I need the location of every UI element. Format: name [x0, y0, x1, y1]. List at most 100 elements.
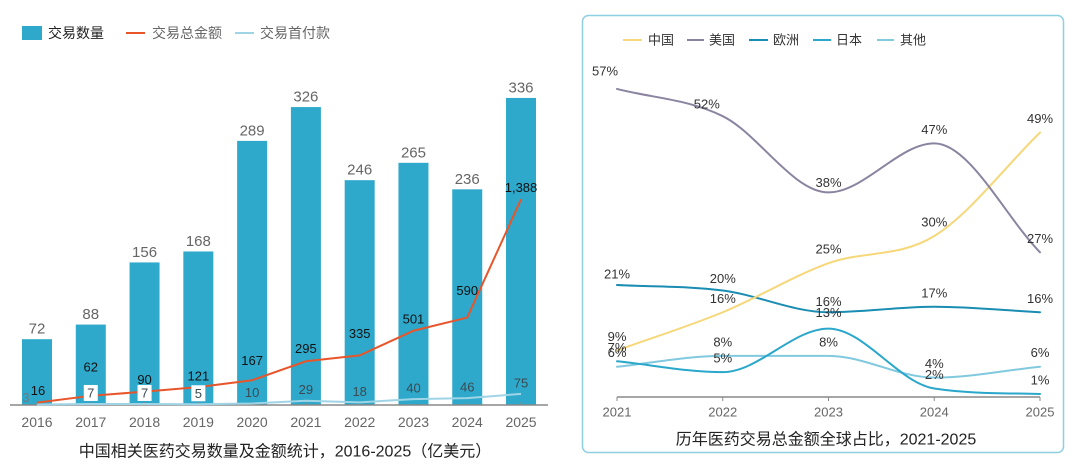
total-amount-label-2016: 16 — [31, 383, 45, 398]
x-tick-label-2022: 2022 — [708, 405, 737, 420]
upfront-payment-label-2023: 40 — [406, 381, 420, 396]
x-tick-label-2022: 2022 — [344, 414, 375, 430]
right-chart-frame — [581, 14, 1065, 454]
bar-value-label-2022: 246 — [347, 162, 372, 179]
x-tick-label-2021: 2021 — [290, 414, 321, 430]
usa-label-2022: 52% — [694, 97, 720, 112]
upfront-payment-label-box — [83, 384, 98, 401]
upfront-payment-line — [36, 392, 522, 406]
total-amount-line — [36, 198, 522, 404]
usa-label-2025: 27% — [1027, 231, 1053, 246]
other-label-2024: 4% — [925, 356, 944, 371]
upfront-payment-label-2024: 46 — [460, 380, 474, 395]
x-tick-label-2019: 2019 — [183, 414, 214, 430]
total-amount-label-2023: 501 — [403, 311, 425, 326]
left-chart: 交易数量 交易总金额 交易首付款 2016 2017 2018 2019 2020 202… — [10, 25, 548, 461]
left-plot-area: 2016 2017 2018 2019 2020 2021 2022 2023 2024 2025… — [10, 79, 548, 430]
left-chart-title: 中国相关医药交易数量及金额统计，2016-2025（亿美元） — [79, 443, 492, 461]
x-tick-label-2023: 2023 — [814, 405, 843, 420]
bar-2020 — [237, 140, 268, 405]
legend-label-china: 中国 — [648, 33, 674, 48]
upfront-payment-label-2021: 29 — [299, 382, 313, 397]
bar-value-label-2018: 156 — [132, 244, 157, 261]
x-tick-label-2024: 2024 — [452, 414, 483, 430]
bar-2025 — [506, 97, 537, 405]
japan-label-2024: 2% — [925, 367, 944, 382]
bar-2023 — [398, 162, 429, 405]
japan-line — [616, 327, 1041, 395]
bar-value-label-2023: 265 — [401, 144, 426, 161]
upfront-payment-label-2017: 7 — [87, 385, 94, 400]
legend-swatch-trade-count — [22, 26, 42, 40]
total-amount-label-2024: 590 — [456, 283, 478, 298]
europe-line — [616, 284, 1041, 314]
japan-label-2022: 5% — [713, 351, 732, 366]
upfront-payment-label-2020: 10 — [245, 385, 259, 400]
bar-value-label-2024: 236 — [455, 171, 480, 188]
x-tick-label-2024: 2024 — [920, 405, 949, 420]
other-line — [616, 354, 1041, 379]
legend-label-europe: 欧洲 — [773, 33, 799, 48]
x-tick-label-2020: 2020 — [237, 414, 268, 430]
right-plot-area: 2021 2022 2023 2024 2025 9% 16% 25% 30% 49% 57% 52%… — [592, 63, 1054, 419]
upfront-payment-label-box — [137, 384, 152, 401]
china-label-2022: 16% — [710, 291, 736, 306]
china-label-2023: 25% — [815, 242, 841, 257]
legend-label-japan: 日本 — [836, 33, 862, 48]
bar-2018 — [129, 262, 160, 405]
legend-label-total-amount: 交易总金额 — [152, 25, 222, 41]
bar-value-label-2019: 168 — [186, 233, 211, 250]
total-amount-label-2017: 62 — [84, 359, 98, 374]
usa-label-2024: 47% — [921, 122, 947, 137]
total-amount-label-2021: 295 — [295, 341, 317, 356]
bar-value-label-2016: 72 — [29, 321, 46, 338]
japan-label-2023: 13% — [815, 305, 841, 320]
upfront-payment-label-2025: 75 — [514, 375, 528, 390]
china-label-2025: 49% — [1027, 111, 1053, 126]
total-amount-label-2025: 1,388 — [505, 180, 538, 195]
bar-2016 — [22, 339, 52, 405]
bar-2021 — [290, 107, 321, 406]
x-tick-label-2017: 2017 — [75, 414, 106, 430]
x-tick-label-2018: 2018 — [129, 414, 160, 430]
total-amount-label-2020: 167 — [241, 353, 263, 368]
legend-label-trade-count: 交易数量 — [48, 25, 104, 41]
europe-label-2025: 16% — [1027, 291, 1053, 306]
legend-label-other: 其他 — [900, 33, 926, 48]
europe-label-2022: 20% — [710, 271, 736, 286]
total-amount-label-2019: 121 — [187, 369, 209, 384]
left-legend: 交易数量 交易总金额 交易首付款 — [22, 25, 330, 41]
upfront-payment-label-2016: 3 — [22, 390, 29, 405]
usa-line — [616, 87, 1041, 254]
japan-label-2021: 7% — [608, 340, 627, 355]
bar-value-label-2017: 88 — [82, 306, 99, 323]
china-line — [616, 131, 1041, 352]
bar-value-label-2020: 289 — [240, 122, 265, 139]
x-tick-label-2025: 2025 — [1026, 405, 1055, 420]
usa-label-2023: 38% — [815, 175, 841, 190]
upfront-payment-label-box — [191, 385, 206, 402]
legend-label-usa: 美国 — [709, 33, 735, 48]
x-tick-label-2023: 2023 — [398, 414, 429, 430]
europe-label-2024: 17% — [921, 285, 947, 300]
other-label-2023: 8% — [819, 334, 838, 349]
europe-label-2021: 21% — [604, 267, 630, 282]
upfront-payment-label-2019: 5 — [195, 386, 202, 401]
china-label-2024: 30% — [921, 215, 947, 230]
right-chart: 中国 美国 欧洲 日本 其他 2021 2022 2023 2024 2025 9% 16%… — [581, 14, 1065, 454]
china-label-2021: 9% — [608, 329, 627, 344]
japan-label-2025: 1% — [1031, 372, 1050, 387]
upfront-payment-label-2018: 7 — [141, 385, 148, 400]
right-legend: 中国 美国 欧洲 日本 其他 — [623, 33, 926, 48]
total-amount-label-2018: 90 — [137, 372, 151, 387]
other-label-2025: 6% — [1031, 345, 1050, 360]
right-chart-title: 历年医药交易总金额全球占比，2021-2025 — [676, 431, 977, 449]
x-tick-label-2016: 2016 — [21, 414, 52, 430]
total-amount-label-2022: 335 — [349, 326, 371, 341]
bar-2019 — [183, 251, 214, 405]
other-label-2021: 6% — [608, 345, 627, 360]
upfront-payment-label-2022: 18 — [352, 384, 366, 399]
bar-value-label-2021: 326 — [293, 89, 318, 106]
